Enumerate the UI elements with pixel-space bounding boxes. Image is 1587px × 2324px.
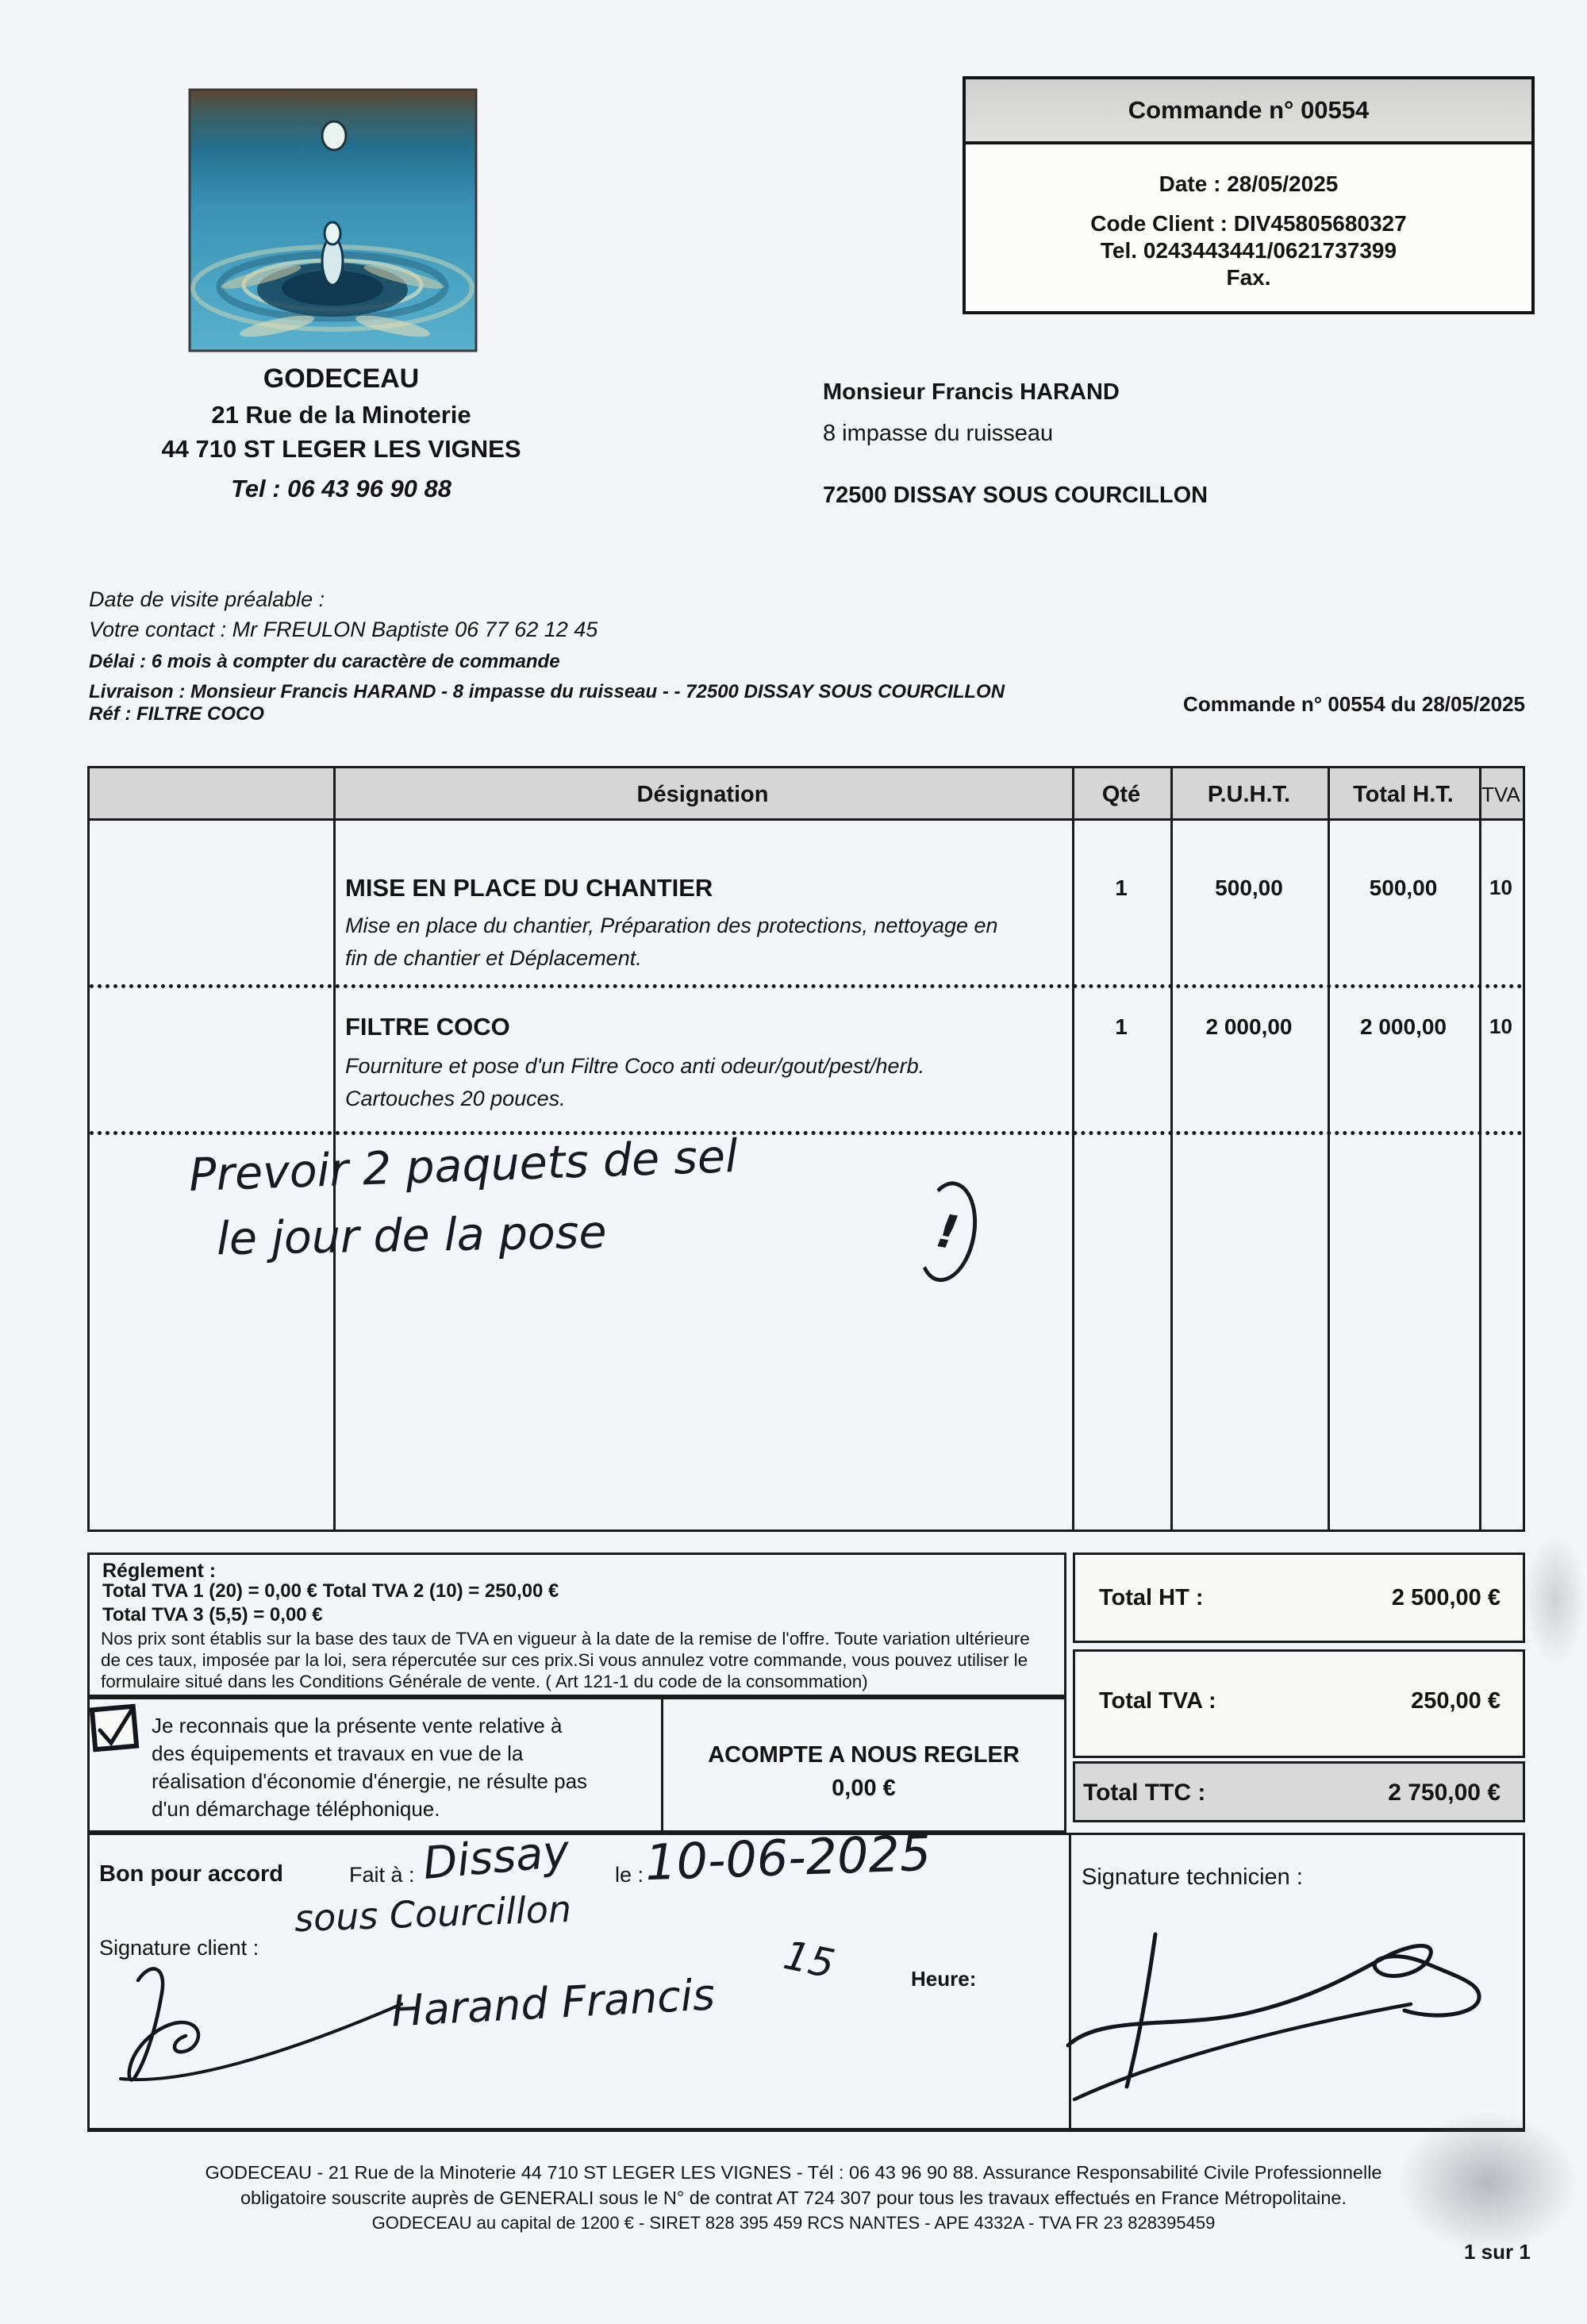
footer-line1: GODECEAU - 21 Rue de la Minoterie 44 710… bbox=[205, 2162, 1382, 2183]
technician-signature bbox=[1062, 1910, 1518, 2109]
fait-a-handwritten-city: Dissay bbox=[421, 1826, 571, 1890]
heure-label: Heure: bbox=[911, 1967, 977, 1991]
item-tva: 10 bbox=[1489, 1014, 1512, 1038]
acknowledgment-acompte-box: Je reconnais que la présente vente relat… bbox=[87, 1697, 1066, 1833]
bon-pour-accord-label: Bon pour accord bbox=[99, 1861, 284, 1887]
order-code-client: Code Client : DIV45805680327 bbox=[1090, 211, 1407, 236]
footer-line2: obligatoire souscrite auprès de GENERALI… bbox=[240, 2187, 1347, 2208]
checkbox-checked-icon bbox=[86, 1699, 148, 1760]
payment-terms-text: Nos prix sont établis sur la base des ta… bbox=[101, 1629, 1030, 1691]
company-phone: Tel : 06 43 96 90 88 bbox=[230, 475, 452, 502]
customer-name: Monsieur Francis HARAND bbox=[823, 379, 1120, 405]
table-divider-2 bbox=[1072, 768, 1074, 1529]
total-tva-value: 250,00 € bbox=[1411, 1688, 1501, 1714]
item-unit-price: 500,00 bbox=[1215, 875, 1283, 900]
item-total: 2 000,00 bbox=[1360, 1014, 1447, 1039]
acompte-label: ACOMPTE A NOUS REGLER bbox=[708, 1742, 1020, 1768]
header-total-ht: Total H.T. bbox=[1353, 782, 1454, 807]
total-ttc-band: Total TTC : 2 750,00 € bbox=[1073, 1761, 1525, 1822]
row-separator-dotted bbox=[90, 984, 1523, 988]
item-total: 500,00 bbox=[1369, 875, 1438, 900]
payment-title: Réglement : bbox=[102, 1560, 217, 1582]
table-divider-3 bbox=[1170, 768, 1173, 1529]
customer-address: 8 impasse du ruisseau bbox=[823, 421, 1054, 446]
item-tva: 10 bbox=[1489, 875, 1512, 899]
section-divider bbox=[661, 1699, 663, 1830]
header-tva: TVA bbox=[1481, 783, 1520, 806]
le-label: le : bbox=[615, 1863, 644, 1887]
order-fax: Fax. bbox=[1226, 265, 1271, 290]
total-ttc-value: 2 750,00 € bbox=[1388, 1780, 1501, 1806]
handwritten-note-line1: Prevoir 2 paquets de sel bbox=[188, 1129, 739, 1202]
header-unit-price: P.U.H.T. bbox=[1207, 782, 1291, 807]
tva-totals-line1: Total TVA 1 (20) = 0,00 € Total TVA 2 (1… bbox=[102, 1580, 559, 1602]
item-unit-price: 2 000,00 bbox=[1205, 1014, 1293, 1039]
company-name: GODECEAU bbox=[263, 364, 420, 394]
fait-a-handwritten-city2: sous Courcillon bbox=[294, 1887, 572, 1941]
visit-date-label: Date de visite préalable : bbox=[89, 587, 325, 611]
company-address-line2: 44 710 ST LEGER LES VIGNES bbox=[161, 435, 521, 463]
order-tel: Tel. 0243443441/0621737399 bbox=[1100, 238, 1397, 263]
water-drop-logo-image bbox=[188, 88, 478, 352]
footer-line3: GODECEAU au capital de 1200 € - SIRET 82… bbox=[371, 2213, 1216, 2233]
customer-city: 72500 DISSAY SOUS COURCILLON bbox=[823, 483, 1209, 508]
page-indicator: 1 sur 1 bbox=[1464, 2240, 1531, 2264]
header-designation: Désignation bbox=[636, 782, 769, 807]
acompte-amount: 0,00 € bbox=[832, 1776, 896, 1801]
table-divider-1 bbox=[333, 768, 336, 1529]
total-ttc-label: Total TTC : bbox=[1083, 1780, 1206, 1806]
item-description-line: Cartouches 20 pouces. bbox=[345, 1087, 566, 1110]
total-tva-label: Total TVA : bbox=[1099, 1688, 1216, 1714]
order-number-box: Commande n° 00554 Date : 28/05/2025 Code… bbox=[963, 76, 1535, 314]
fait-a-label: Fait à : bbox=[349, 1863, 415, 1887]
number-handwritten: 15 bbox=[779, 1932, 839, 1987]
order-number-title: Commande n° 00554 bbox=[966, 79, 1531, 144]
items-table: Désignation Qté P.U.H.T. Total H.T. TVA … bbox=[87, 766, 1525, 1532]
signature-divider bbox=[1069, 1835, 1071, 2128]
date-handwritten: 10-06-2025 bbox=[644, 1823, 932, 1892]
delay-line: Délai : 6 mois à compter du caractère de… bbox=[89, 651, 560, 672]
payment-terms-box: Réglement : Total TVA 1 (20) = 0,00 € To… bbox=[87, 1553, 1066, 1697]
delivery-line: Livraison : Monsieur Francis HARAND - 8 … bbox=[89, 681, 1005, 702]
row-separator-dotted bbox=[90, 1131, 1523, 1135]
reference-line: Réf : FILTRE COCO bbox=[89, 703, 264, 725]
approval-box: Bon pour accord Fait à : Dissay sous Cou… bbox=[87, 1824, 1525, 2132]
item-title: FILTRE COCO bbox=[345, 1013, 510, 1041]
item-description-line: Fourniture et pose d'un Filtre Coco anti… bbox=[345, 1054, 925, 1078]
scan-shadow-artifact bbox=[1524, 1532, 1587, 1667]
header-qty: Qté bbox=[1101, 782, 1141, 807]
table-divider-4 bbox=[1328, 768, 1330, 1529]
items-table-header-row bbox=[90, 768, 1523, 821]
tva-totals-line2: Total TVA 3 (5,5) = 0,00 € bbox=[102, 1604, 323, 1626]
client-signature bbox=[110, 1958, 411, 2093]
total-ht-value: 2 500,00 € bbox=[1391, 1585, 1501, 1610]
item-qty: 1 bbox=[1115, 875, 1128, 900]
order-date: Date : 28/05/2025 bbox=[1159, 171, 1339, 196]
item-qty: 1 bbox=[1115, 1014, 1128, 1039]
table-divider-5 bbox=[1479, 768, 1481, 1529]
total-tva-box: Total TVA : 250,00 € bbox=[1073, 1649, 1525, 1758]
item-title: MISE EN PLACE DU CHANTIER bbox=[345, 874, 713, 902]
signature-client-label: Signature client : bbox=[99, 1936, 259, 1960]
contact-line: Votre contact : Mr FREULON Baptiste 06 7… bbox=[89, 618, 598, 641]
company-address-line1: 21 Rue de la Minoterie bbox=[211, 401, 471, 429]
order-reference-right: Commande n° 00554 du 28/05/2025 bbox=[1183, 692, 1525, 716]
item-description-line: fin de chantier et Déplacement. bbox=[345, 946, 642, 970]
total-ht-box: Total HT : 2 500,00 € bbox=[1073, 1553, 1525, 1643]
handwritten-note-line2: le jour de la pose bbox=[216, 1206, 608, 1266]
total-ht-label: Total HT : bbox=[1099, 1585, 1204, 1610]
client-name-handwritten: Harand Francis bbox=[390, 1969, 717, 2037]
signature-technicien-label: Signature technicien : bbox=[1082, 1864, 1303, 1890]
acknowledgment-text: Je reconnais que la présente vente relat… bbox=[152, 1714, 588, 1821]
item-description-line: Mise en place du chantier, Préparation d… bbox=[345, 914, 998, 937]
handwritten-exclamation-mark: ! bbox=[910, 1176, 985, 1287]
